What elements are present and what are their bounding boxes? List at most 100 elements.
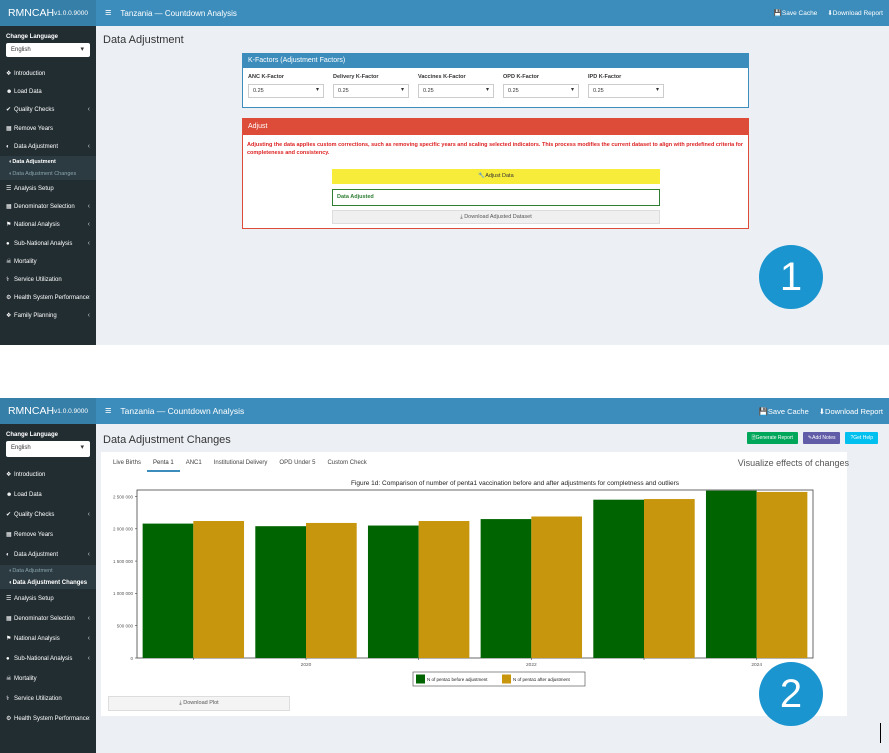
sidebar-item-data-adjustment[interactable]: ◐ Data Adjustment ‹ <box>0 138 96 156</box>
sidebar-item-denominator-selection[interactable]: ▦ Denominator Selection ‹ <box>0 198 96 216</box>
sidebar-item-label: Family Planning <box>14 313 57 320</box>
sidebar-item-denominator-selection[interactable]: ▦ Denominator Selection ‹ <box>0 609 96 629</box>
get-help-button[interactable]: ?Get Help <box>845 432 878 444</box>
kfactor-label: Delivery K-Factor <box>333 74 379 80</box>
sidebar-item-service-utilization[interactable]: ⚕ Service Utilization <box>0 689 96 709</box>
tab-opd-under-5[interactable]: OPD Under 5 <box>279 460 316 466</box>
download-report-label: Download Report <box>832 10 883 17</box>
download-report-button[interactable]: ⬇Download Report <box>827 10 883 17</box>
sidebar-item-service-utilization[interactable]: ⚕ Service Utilization <box>0 271 96 289</box>
ipd-kfactor-select[interactable]: 0.25 <box>588 84 664 98</box>
kfactor-label: OPD K-Factor <box>503 74 540 80</box>
flag-icon: ⚑ <box>6 222 12 229</box>
wrench-icon: 🔧 <box>478 173 486 179</box>
tab-custom-check[interactable]: Custom Check <box>327 460 367 466</box>
changes-panel: Live Births Penta 1 ANC1 Institutional D… <box>101 452 849 716</box>
trash-icon: ▦ <box>6 532 12 538</box>
sidebar-toggle-icon[interactable]: ≡ <box>105 7 112 19</box>
sidebar-item-health-system-performance[interactable]: ⚙ Health System Performance ‹ <box>0 709 96 729</box>
sidebar-item-sub-national-analysis[interactable]: ● Sub-National Analysis ‹ <box>0 235 96 253</box>
chart-title: Figure 1d: Comparison of number of penta… <box>351 480 680 487</box>
sidebar-item-mortality[interactable]: ☠ Mortality <box>0 669 96 689</box>
sidebar-item-health-system-performance[interactable]: ⚙ Health System Performance ‹ <box>0 289 96 307</box>
sidebar-item-label: Service Utilization <box>14 696 62 702</box>
tab-live-births[interactable]: Live Births <box>113 460 142 466</box>
y-tick-label: 2 000 000 <box>113 527 134 532</box>
sidebar-item-data-adjustment[interactable]: ◐ Data Adjustment ‹ <box>0 545 96 565</box>
sidebar-item-load-data[interactable]: ☻ Load Data <box>0 485 96 505</box>
tab-penta-1[interactable]: Penta 1 <box>147 458 180 472</box>
get-help-label: Get Help <box>853 435 873 441</box>
globe-icon: ● <box>6 240 10 247</box>
main-content: Data Adjustment Changes 🗎Generate Report… <box>96 424 889 753</box>
adjust-box: Adjust Adjusting the data applies custom… <box>242 118 749 229</box>
user-icon: ☻ <box>6 492 13 498</box>
sidebar-item-load-data[interactable]: ☻ Load Data <box>0 83 96 101</box>
app-logo[interactable]: RMNCAH v1.0.0.9000 <box>0 398 96 424</box>
sidebar-item-label: Analysis Setup <box>14 185 54 192</box>
sidebar-item-analysis-setup[interactable]: ☰ Analysis Setup <box>0 589 96 609</box>
bar-2020-after <box>306 522 357 658</box>
sidebar-item-analysis-setup[interactable]: ☰ Analysis Setup <box>0 180 96 198</box>
logo-text: RMNCAH <box>7 405 55 417</box>
check-circle-icon: ✔ <box>6 512 12 518</box>
download-report-button[interactable]: ⬇Download Report <box>818 406 883 416</box>
legend-swatch <box>502 674 511 684</box>
language-select[interactable]: English <box>6 441 90 457</box>
sidebar-item-introduction[interactable]: ❖ Introduction <box>0 465 96 485</box>
sidebar-item-mortality[interactable]: ☠ Mortality <box>0 253 96 271</box>
sidebar-item-national-analysis[interactable]: ⚑ National Analysis ‹ <box>0 629 96 649</box>
download-plot-button[interactable]: ⤓ Download Plot <box>108 696 290 711</box>
sidebar-subitem-data-adjustment-changes[interactable]: ◐Data Adjustment Changes <box>0 577 96 589</box>
add-notes-button[interactable]: ✎Add Notes <box>802 432 841 444</box>
sidebar-item-label: Analysis Setup <box>14 596 54 602</box>
chevron-left-icon: ‹ <box>87 142 90 150</box>
tab-institutional-delivery[interactable]: Institutional Delivery <box>213 460 268 466</box>
chevron-left-icon: ‹ <box>87 239 90 247</box>
download-adjusted-dataset-button[interactable]: ⤓ Download Adjusted Dataset <box>332 210 660 224</box>
add-notes-label: Add Notes <box>812 435 836 441</box>
chevron-left-icon: ‹ <box>87 551 90 558</box>
sidebar-item-family-planning[interactable]: ❖ Family Planning ‹ <box>0 307 96 325</box>
x-tick-label: 2022 <box>526 662 537 668</box>
sidebar-item-introduction[interactable]: ❖ Introduction <box>0 65 96 83</box>
generate-report-button[interactable]: 🗎Generate Report <box>746 432 798 444</box>
vaccines-kfactor-select[interactable]: 0.25 <box>418 84 494 98</box>
opd-kfactor-select[interactable]: 0.25 <box>503 84 579 98</box>
kfactor-delivery: Delivery K-Factor 0.25 <box>333 74 409 98</box>
sidebar-subitem-data-adjustment[interactable]: ◐Data Adjustment <box>0 155 96 168</box>
globe-icon: ● <box>6 656 10 662</box>
save-cache-button[interactable]: 💾Save Cache <box>773 10 818 17</box>
sidebar-item-remove-years[interactable]: ▦ Remove Years <box>0 120 96 138</box>
language-select[interactable]: English <box>6 43 90 57</box>
sidebar-item-label: Service Utilization <box>14 276 62 283</box>
sidebar-subitem-label: Data Adjustment Changes <box>12 170 77 177</box>
adjust-data-button[interactable]: 🔧Adjust Data <box>332 169 660 184</box>
bar-2022-before <box>480 519 532 658</box>
sidebar-subitem-data-adjustment-changes[interactable]: ◐Data Adjustment Changes <box>0 167 96 180</box>
adjust-data-label: Adjust Data <box>485 173 514 179</box>
sidebar-subitem-data-adjustment[interactable]: ◐Data Adjustment <box>0 565 96 577</box>
save-cache-button[interactable]: 💾Save Cache <box>758 406 809 416</box>
trash-icon: ▦ <box>6 125 12 132</box>
sidebar-item-national-analysis[interactable]: ⚑ National Analysis ‹ <box>0 216 96 234</box>
sidebar-item-quality-checks[interactable]: ✔ Quality Checks ‹ <box>0 505 96 525</box>
anc-kfactor-select[interactable]: 0.25 <box>248 84 324 98</box>
plot-frame <box>136 489 814 659</box>
page-title: Data Adjustment <box>103 34 184 46</box>
chevron-left-icon: ‹ <box>87 221 90 229</box>
app-logo[interactable]: RMNCAH v1.0.0.9000 <box>0 0 96 26</box>
window-title: Tanzania — Countdown Analysis <box>120 406 245 416</box>
sidebar-toggle-icon[interactable]: ≡ <box>105 405 112 417</box>
delivery-kfactor-select[interactable]: 0.25 <box>333 84 409 98</box>
version-text: v1.0.0.9000 <box>54 9 89 17</box>
legend-label: N of penta1 after adjustment <box>513 677 571 682</box>
tab-anc1[interactable]: ANC1 <box>185 460 202 466</box>
sidebar-item-sub-national-analysis[interactable]: ● Sub-National Analysis ‹ <box>0 649 96 669</box>
sidebar-item-remove-years[interactable]: ▦ Remove Years <box>0 525 96 545</box>
text-cursor <box>880 723 881 743</box>
sidebar-subitem-label: Data Adjustment <box>12 568 53 574</box>
adjust-description: Adjusting the data applies custom correc… <box>247 142 744 156</box>
sidebar-item-quality-checks[interactable]: ✔ Quality Checks ‹ <box>0 101 96 119</box>
sidebar: Change Language English ❖Introduction ☻L… <box>0 26 96 345</box>
